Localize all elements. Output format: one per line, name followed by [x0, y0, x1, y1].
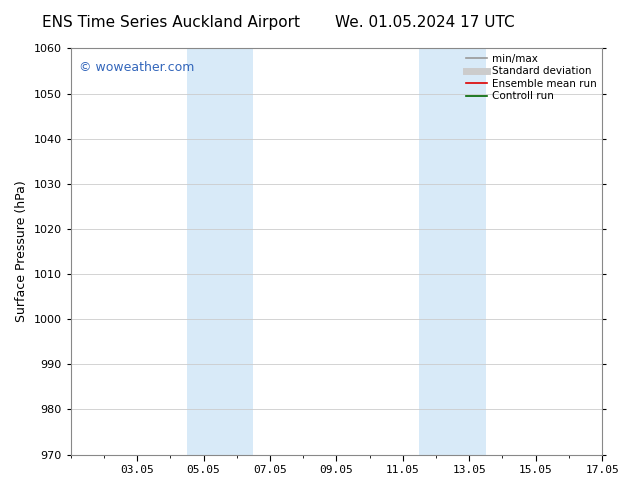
- Bar: [187, 49, 254, 455]
- Legend: min/max, Standard deviation, Ensemble mean run, Controll run: min/max, Standard deviation, Ensemble me…: [466, 53, 597, 101]
- Bar: [420, 49, 486, 455]
- Y-axis label: Surface Pressure (hPa): Surface Pressure (hPa): [15, 181, 28, 322]
- Text: © woweather.com: © woweather.com: [79, 61, 194, 74]
- Text: ENS Time Series Auckland Airport: ENS Time Series Auckland Airport: [42, 15, 300, 30]
- Text: We. 01.05.2024 17 UTC: We. 01.05.2024 17 UTC: [335, 15, 515, 30]
